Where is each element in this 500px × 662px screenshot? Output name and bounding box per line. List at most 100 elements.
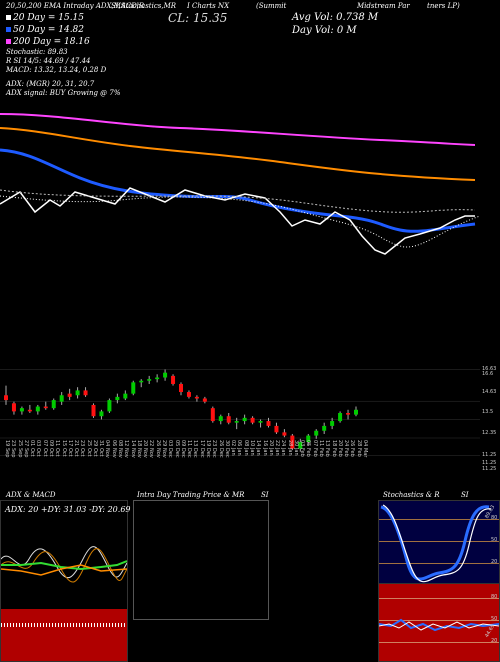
candle-up [107, 400, 112, 412]
ema20-label: 20 Day = 15.15 [13, 13, 85, 23]
rsi-chart [379, 618, 499, 632]
date-tick: 07 Oct [41, 440, 48, 457]
candle-up [314, 430, 319, 436]
candle-up [258, 421, 263, 423]
stoch-blue-line [380, 505, 490, 581]
ema200-label: 200 Day = 18.16 [13, 37, 90, 47]
rsi-white-line [379, 621, 499, 631]
date-tick: 05 Feb [305, 440, 312, 457]
date-tick: 08 Jan [242, 440, 249, 456]
macd-chart-bg [1, 609, 127, 661]
adx-readout-value: ADX: 20 +DY: 31.03 -DY: 20.69 [5, 505, 131, 514]
macd-histogram [1, 623, 127, 627]
ema-chart [0, 113, 481, 255]
rsi-level-20-line [379, 642, 499, 643]
date-tick: 22 Nov [148, 440, 155, 458]
date-tick: 03 Oct [35, 440, 42, 457]
date-tick: 23 Sep [10, 440, 17, 458]
intraday-panel-title: Intra Day Trading Price & MR [137, 491, 245, 499]
stoch-level-50-line [379, 541, 499, 542]
date-tick: 30 Dec [223, 440, 230, 458]
candle-down [226, 416, 231, 423]
date-tick: 14 Jan [255, 440, 262, 456]
ema200-swatch [6, 39, 11, 44]
candle-down [83, 390, 88, 396]
candle-down [91, 404, 96, 417]
date-tick: 15 Oct [60, 440, 67, 457]
adx-panel-title: ADX & MACD [6, 491, 56, 499]
stoch-level-80-line [379, 519, 499, 520]
date-tick: 23 Dec [211, 440, 218, 458]
ema50-label: 50 Day = 14.82 [13, 25, 85, 35]
date-tick: 17 Oct [66, 440, 73, 457]
date-tick: 03 Dec [167, 440, 174, 458]
rsi-blue-line [379, 618, 499, 632]
stoch-panel-title: Stochastics & R [383, 491, 440, 499]
candle-up [147, 379, 152, 381]
price-tick-5: 12.35 [482, 430, 497, 436]
candle-down [282, 432, 287, 436]
date-tick: 06 Nov [110, 440, 117, 458]
date-tick: 24 Jan [280, 440, 287, 456]
date-tick: 20 Jan [267, 440, 274, 456]
candle-up [218, 416, 223, 422]
candle-up [338, 413, 343, 422]
price-tick-3: 14.63 [482, 389, 497, 395]
header-title-5: Midstream Par [357, 2, 410, 10]
date-tick: 28 Feb [355, 440, 362, 457]
candle-up [123, 393, 128, 399]
rsi-level-50-line [379, 620, 499, 621]
candle-down [274, 425, 279, 433]
adx-readout: ADX: (MGR) 20, 31, 20.7 [6, 80, 95, 88]
date-tick: 25 Sep [16, 440, 23, 458]
candle-down [266, 421, 271, 426]
candle-down [43, 406, 48, 409]
day-volume: Day Vol: 0 M [292, 25, 357, 36]
adx-orange-line [1, 548, 127, 583]
stoch-chart [380, 504, 492, 583]
ema50-line [0, 148, 476, 233]
candle-up [155, 377, 160, 380]
candle-up [306, 435, 311, 443]
date-tick: 18 Feb [330, 440, 337, 457]
adx-orange-2-line [1, 564, 127, 576]
rsi-level-80: 80 [491, 594, 498, 600]
avg-volume: Avg Vol: 0.738 M [292, 12, 379, 23]
stoch-level-20-line [379, 563, 499, 564]
ema200-legend: 200 Day = 18.16 [6, 37, 90, 47]
date-tick: 28 Jan [286, 440, 293, 456]
date-tick: 05 Dec [173, 440, 180, 458]
ema-dashed-line [0, 189, 476, 213]
candle-down [179, 383, 183, 393]
date-axis: 19 Sep 23 Sep 25 Sep 27 Sep 01 Oct 03 Oct 07 O… [0, 440, 480, 468]
date-tick: 13 Feb [324, 440, 331, 457]
intraday-panel-si: SI [261, 491, 269, 499]
header-title-1: 20,50,200 EMA Intraday ADX,MACD,R [6, 2, 145, 10]
date-tick: 13 Dec [192, 440, 199, 458]
candle-down [210, 408, 215, 422]
date-tick: 18 Nov [135, 440, 142, 458]
header-title-3: I Charts NX [187, 2, 230, 10]
adx-green-line [1, 560, 127, 571]
stoch-level-20: 20 [491, 559, 498, 565]
stoch-level-80: 80 [491, 515, 498, 521]
candle-up [298, 442, 303, 449]
candle-down [186, 392, 191, 397]
close-price: CL: 15.35 [168, 11, 228, 25]
header-title-2: SI,Stochastics,MR [111, 2, 177, 10]
macd-readout: MACD: 13.32, 13.24, 0.28 D [6, 66, 107, 74]
ema20-dotted-line [0, 195, 481, 248]
date-tick: 06 Jan [236, 440, 243, 456]
candle-down [346, 413, 351, 415]
candle-down [27, 409, 32, 412]
ema50-swatch [6, 27, 11, 32]
rsi-readout: R SI 14/5: 44.69 / 47.44 [6, 57, 91, 65]
ema20-legend: 20 Day = 15.15 [6, 13, 84, 23]
candle-down [4, 395, 8, 401]
price-tick-1: 16.63 [482, 366, 497, 372]
candle-down [11, 403, 16, 412]
stoch-white-line [382, 504, 492, 583]
candle-down [67, 393, 72, 397]
date-tick: 14 Nov [129, 440, 136, 458]
price-tick-6: 11.25 [482, 452, 497, 458]
